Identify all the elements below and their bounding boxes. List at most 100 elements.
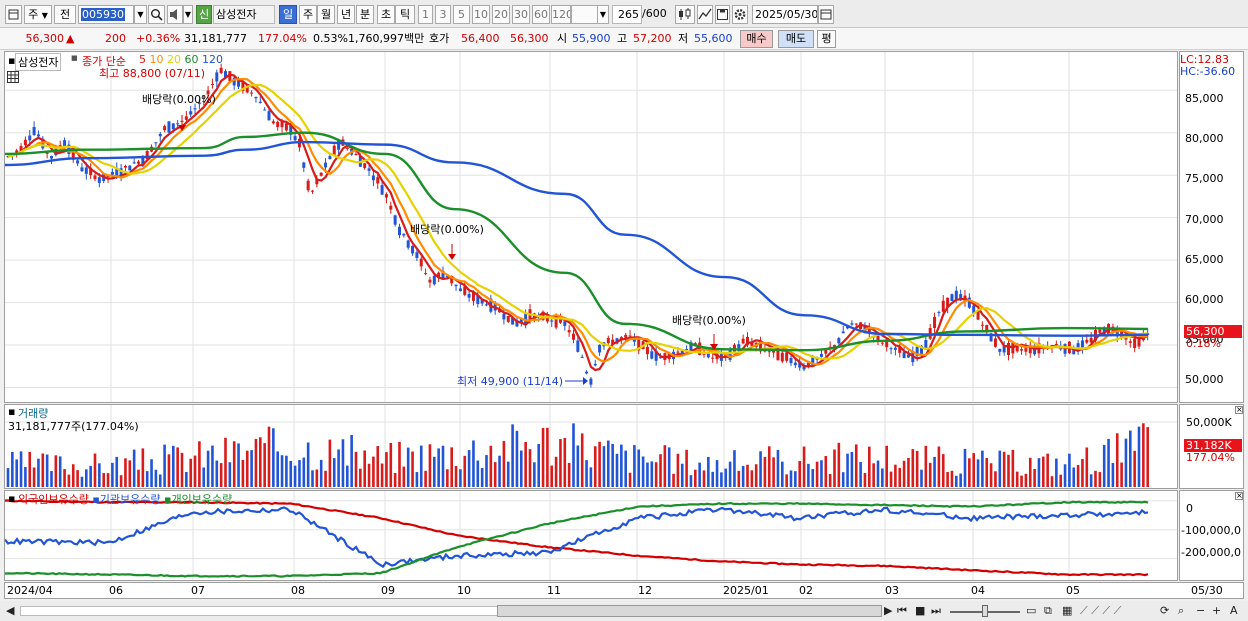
volume-bar [781, 461, 784, 487]
candle-body [371, 175, 375, 181]
price-panel-stock-name[interactable]: 삼성전자 [15, 53, 62, 71]
volume-panel-menu-icon[interactable]: ▪ [8, 405, 16, 418]
interval-button[interactable]: 5 [453, 5, 470, 24]
volume-bar [663, 445, 667, 487]
interval-button[interactable]: 3 [435, 5, 451, 24]
low-price: 55,600 [694, 32, 733, 45]
candle-body [289, 125, 293, 135]
holding-panel-menu-icon[interactable]: ▪ [8, 492, 16, 505]
buy-button[interactable]: 매수 [740, 30, 773, 48]
volume-bar [746, 464, 749, 487]
speaker-icon[interactable] [167, 5, 183, 24]
draw-tools-icon[interactable]: ⟋ ⟋ ⟋ ⟋ [1080, 604, 1122, 617]
interval-button[interactable]: 20 [492, 5, 510, 24]
candle-body [550, 320, 554, 322]
price-chart-panel[interactable] [4, 51, 1178, 403]
layout-icon[interactable]: ▭ [1026, 604, 1037, 617]
volume-bar [920, 469, 923, 487]
interval-button[interactable]: 120 [551, 5, 571, 24]
period-button[interactable]: 년 [337, 5, 355, 24]
candle-body [1002, 345, 1006, 353]
holding-close-icon[interactable]: × [1235, 491, 1243, 500]
candle-type-icon[interactable] [675, 5, 695, 24]
table-view-icon[interactable] [6, 70, 20, 87]
candle-body [780, 352, 784, 362]
sell-button[interactable]: 매도 [778, 30, 814, 48]
holding-legend-item: ▪기관보유수량 [88, 493, 161, 506]
candle-body [920, 345, 923, 354]
volume-bar [511, 424, 514, 487]
period-button[interactable]: 틱 [395, 5, 415, 24]
candle-body [1020, 349, 1024, 351]
volume-close-icon[interactable]: × [1235, 405, 1243, 414]
text-size-icon[interactable]: A [1230, 604, 1238, 617]
candle-body [933, 316, 937, 328]
volume-bar [541, 427, 545, 487]
interval-button[interactable]: 30 [512, 5, 530, 24]
search-icon[interactable] [148, 5, 165, 24]
period-button[interactable]: 주 [299, 5, 317, 24]
calendar-icon[interactable] [818, 5, 834, 24]
speaker-dropdown-button[interactable]: ▼ [183, 5, 193, 24]
zoom-out-icon[interactable]: − [1196, 604, 1206, 617]
stock-code-value: 005930 [81, 8, 125, 21]
volume-bar [459, 469, 462, 487]
panel-menu-icon[interactable]: ▪ [8, 54, 16, 67]
candle-body [972, 305, 976, 314]
volume-bar [815, 461, 819, 487]
interval-button[interactable]: 10 [472, 5, 490, 24]
volume-bar [1089, 474, 1093, 487]
candle-body [224, 71, 227, 78]
volume-bar [315, 469, 319, 487]
candle-body [363, 163, 367, 168]
zoom-in-icon[interactable]: + [1212, 604, 1222, 617]
volume-panel[interactable] [4, 404, 1178, 489]
refresh-icon[interactable]: ⟳ [1160, 604, 1170, 617]
x-axis: 2024/04 06 07 08 09 10 11 12 2025/01 02 03 04 05 05/3… [4, 582, 1244, 599]
period-button[interactable]: 월 [317, 5, 335, 24]
scroll-right-icon[interactable]: ▶ [884, 604, 893, 617]
volume-bar [946, 472, 949, 487]
holding-chart-svg[interactable] [5, 491, 1177, 580]
stock-name-field: 삼성전자 [213, 5, 275, 24]
line-tool-icon[interactable] [697, 5, 713, 24]
gear-icon[interactable] [732, 5, 748, 24]
grid-icon[interactable]: ▦ [1062, 604, 1073, 617]
eval-button[interactable]: 평 [817, 30, 836, 48]
copy-icon[interactable]: ⧉ [1044, 604, 1052, 617]
volume-bar [1068, 453, 1071, 487]
zoom-slider-handle[interactable] [982, 605, 988, 617]
volume-bar [615, 453, 619, 487]
scrollbar-thumb[interactable] [497, 605, 882, 617]
count-input[interactable]: 265 [612, 5, 642, 24]
prev-button[interactable]: 전 [54, 5, 76, 24]
stock-code-input[interactable]: 005930 [78, 5, 134, 24]
stop-icon[interactable]: ■ [915, 604, 926, 617]
holding-panel[interactable] [4, 490, 1178, 581]
interval-button[interactable]: 1 [418, 5, 433, 24]
price-chart-svg[interactable] [5, 52, 1177, 402]
volume-bar [89, 465, 92, 487]
scroll-left-icon[interactable]: ◀ [6, 604, 15, 617]
interval-button[interactable]: 60 [532, 5, 550, 24]
play-back-icon[interactable]: ⏮ [897, 604, 907, 617]
volume-bar [802, 446, 806, 487]
code-dropdown-button[interactable]: ▼ [134, 5, 147, 24]
volume-bar [15, 459, 18, 487]
save-icon[interactable] [715, 5, 730, 24]
period-button[interactable]: 일 [279, 5, 297, 24]
candle-body [876, 334, 880, 341]
interval-dropdown-button[interactable]: ▼ [597, 5, 609, 24]
window-menu-icon[interactable] [5, 5, 22, 24]
volume-bar [472, 440, 475, 487]
date-input[interactable]: 2025/05/30 [752, 5, 818, 24]
dividend-marker [178, 125, 186, 131]
candle-body [476, 295, 480, 305]
volume-chart-svg[interactable] [5, 405, 1177, 488]
market-select[interactable]: 주 ▼ [24, 5, 52, 24]
period-button[interactable]: 분 [356, 5, 374, 24]
play-end-icon[interactable]: ⏭ [931, 604, 941, 617]
zoom-search-icon[interactable]: ⌕ [1178, 604, 1185, 617]
period-button[interactable]: 초 [377, 5, 395, 24]
volume-bar [733, 450, 736, 487]
